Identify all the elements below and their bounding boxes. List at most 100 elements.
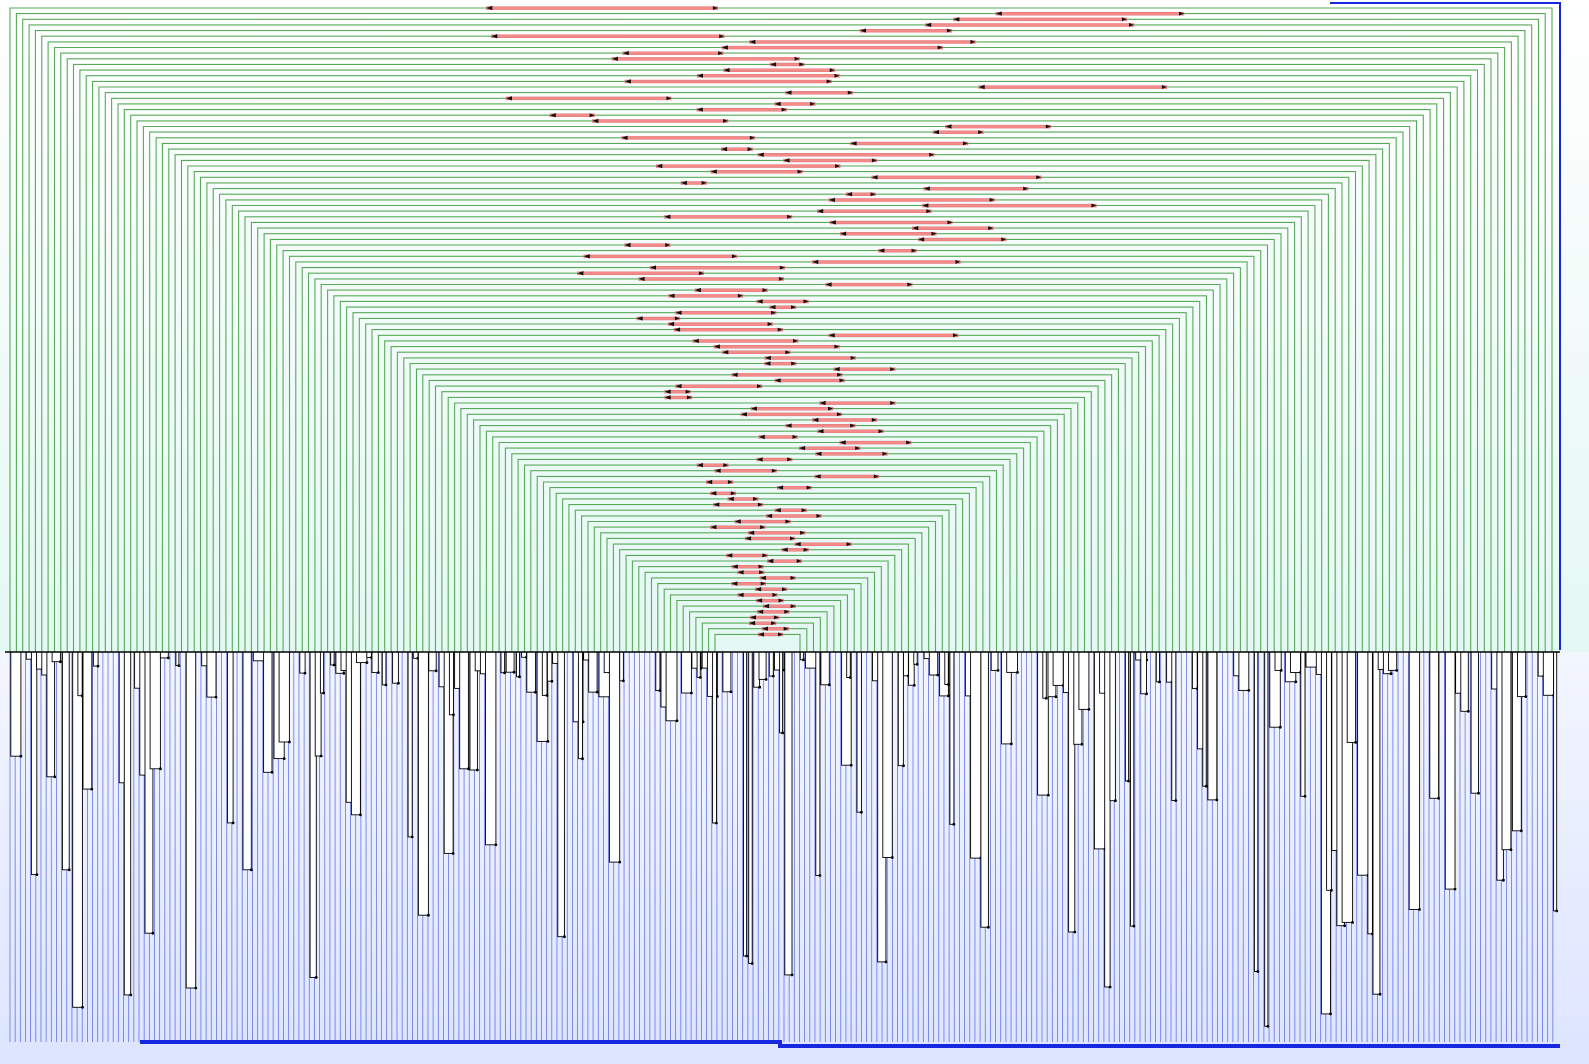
bar-end-dot [1278,725,1282,729]
connector-arrow [757,152,764,157]
hanging-bar [1191,651,1198,690]
connector-bar [764,356,856,360]
hanging-bar [30,651,38,876]
bracket [288,255,1255,652]
bracket [98,86,1458,652]
bar-end-dot [1256,970,1260,973]
bar-end-dot [595,690,599,694]
hanging-bar [928,651,939,676]
connector-arrow [763,603,770,609]
bar-end-dot [249,868,253,872]
connector-arrow [726,553,733,558]
connector-arrow [730,491,736,496]
hanging-bar [61,651,70,871]
connector-arrow [871,175,878,180]
connector-arrow [774,378,781,383]
hanging-bar [1326,651,1332,891]
hanging-bar [92,651,99,667]
connector-arrow [794,56,800,61]
hanging-bar [51,651,61,663]
connector-bar [656,164,841,168]
connector-bar [978,85,1168,89]
connector-arrow [762,553,768,558]
bar-end-dot [1266,1024,1270,1028]
connector-bar [945,124,1051,129]
connector-arrow [846,542,852,547]
connector-bar [812,418,878,422]
bar-end-dot [781,731,784,735]
bar-end-dot [1354,741,1357,744]
bar-end-dot [1046,793,1050,797]
connector-arrow [923,186,930,191]
connector-arrow [685,389,691,394]
bracket [276,244,1269,652]
connector-arrow [710,491,717,496]
bar-end-dot [745,954,748,958]
connector-bar [762,604,796,608]
bracket [511,453,1018,652]
connector-arrow [828,197,835,203]
connector-bar [621,136,756,140]
bar-end-dot [546,740,550,743]
connector-arrow [549,113,556,118]
connector-arrow [933,129,939,135]
hanging-bar [1300,651,1306,797]
hanging-bar [1166,651,1173,683]
connector-bar [755,587,788,591]
connector-arrow [747,147,753,152]
connector-bar [932,130,984,134]
bar-end-dot [860,810,863,814]
hanging-bar [1207,651,1218,801]
bar-end-dot [1389,672,1393,676]
bar-end-dot [675,719,679,723]
hanging-bar [1104,651,1111,988]
connector-arrow [592,118,599,124]
connector-arrow [713,502,720,507]
hanging-bar [448,651,454,716]
bar-end-dot [1087,708,1091,711]
connector-bar [737,593,778,597]
bar-end-dot [166,656,170,660]
hanging-bar [722,651,732,693]
connector-bar [694,288,768,292]
connector-arrow [759,570,765,575]
hanging-bar [1202,651,1207,787]
hanging-bar [428,651,437,672]
connector-arrow [675,310,682,315]
connector-arrow [794,541,801,547]
connector-arrow [785,90,792,95]
hanging-bar [712,651,717,824]
connector-arrow [790,604,796,609]
bar-end-dot [750,962,754,965]
connector-arrow [793,338,798,343]
connector-bar [664,395,693,400]
connector-bar [675,311,777,315]
connector-arrow [636,316,643,321]
connector-bar [764,361,797,366]
bar-end-dot [563,935,566,939]
connector-bar [680,181,707,185]
bar-end-dot [622,679,625,683]
connector-arrow [781,547,788,552]
bar-end-dot [1343,924,1346,928]
connector-bar [636,316,681,321]
bar-end-dot [947,694,950,698]
bar-end-dot [827,683,831,687]
connector-arrow [922,203,929,208]
bracket [238,210,1309,652]
connector-arrow [745,536,752,541]
connector-bar [731,582,767,586]
bracket [263,233,1282,652]
bracket [60,52,1499,652]
hanging-bar [557,651,565,938]
hanging-bar [1429,651,1440,799]
hanging-bar [541,651,548,696]
connector-bar [859,29,953,33]
bracket [212,188,1336,652]
hanging-bar [1346,651,1357,743]
bar-end-dot [848,676,852,679]
connector-arrow [675,383,682,389]
connector-arrow [785,423,792,428]
bar-end-dot [690,691,693,695]
